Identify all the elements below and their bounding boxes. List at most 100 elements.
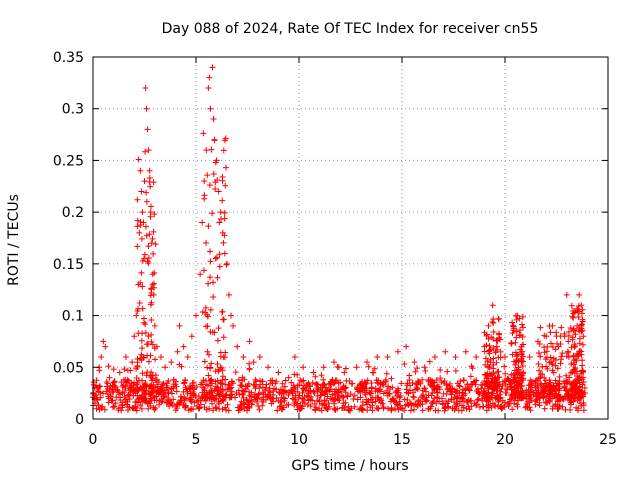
data-point — [223, 261, 230, 268]
data-point — [142, 329, 149, 336]
data-point — [206, 390, 213, 397]
x-tick-label: 0 — [89, 432, 98, 448]
data-point — [536, 399, 543, 406]
data-point — [114, 387, 121, 394]
data-point — [119, 390, 126, 397]
data-point — [248, 389, 255, 396]
data-point — [143, 232, 150, 239]
data-point — [572, 364, 579, 371]
data-point — [203, 147, 210, 154]
data-point — [207, 258, 214, 265]
plot-frame — [92, 56, 609, 420]
data-point — [176, 322, 183, 329]
data-point — [320, 376, 327, 383]
data-point — [168, 399, 175, 406]
data-point — [451, 398, 458, 405]
data-point — [150, 228, 157, 235]
data-point — [549, 405, 556, 412]
data-point — [150, 291, 157, 298]
data-point — [186, 385, 193, 392]
data-point — [234, 343, 241, 350]
data-point — [110, 388, 117, 395]
data-point — [224, 401, 231, 408]
data-point — [313, 382, 320, 389]
data-point — [100, 390, 107, 397]
data-point — [559, 350, 566, 357]
data-point — [514, 351, 521, 358]
data-point — [567, 369, 574, 376]
data-point — [188, 333, 195, 340]
data-point — [129, 359, 136, 366]
data-point — [205, 372, 212, 379]
data-point — [145, 260, 152, 267]
data-point — [448, 391, 455, 398]
data-point — [165, 396, 172, 403]
data-point — [465, 397, 472, 404]
data-point — [444, 400, 451, 407]
data-point — [197, 271, 204, 278]
data-point — [140, 219, 147, 226]
data-point — [339, 404, 346, 411]
data-point — [332, 390, 339, 397]
data-point — [186, 395, 193, 402]
data-point — [487, 359, 494, 366]
data-point — [575, 314, 582, 321]
data-point — [324, 393, 331, 400]
data-point — [293, 400, 300, 407]
data-point — [497, 394, 504, 401]
data-point — [493, 392, 500, 399]
data-point — [124, 367, 131, 374]
data-point — [326, 386, 333, 393]
data-point — [111, 379, 118, 386]
data-point — [375, 394, 382, 401]
data-point — [222, 349, 229, 356]
data-point — [208, 360, 215, 367]
data-point — [100, 338, 107, 345]
data-point — [423, 388, 430, 395]
data-point — [228, 312, 235, 319]
data-point — [203, 239, 210, 246]
data-point — [311, 400, 318, 407]
data-point — [473, 353, 480, 360]
data-point — [572, 331, 579, 338]
data-point — [222, 135, 229, 142]
data-point — [544, 354, 551, 361]
data-point — [426, 358, 433, 365]
data-point — [527, 386, 534, 393]
data-point — [361, 389, 368, 396]
y-tick-label: 0.3 — [62, 102, 84, 118]
data-point — [541, 344, 548, 351]
data-point — [149, 281, 156, 288]
data-point — [364, 377, 371, 384]
data-point — [165, 378, 172, 385]
data-point — [494, 369, 501, 376]
data-point — [148, 389, 155, 396]
data-point — [143, 372, 150, 379]
data-point — [193, 312, 199, 319]
data-point — [191, 391, 198, 398]
data-point — [139, 209, 146, 216]
data-point — [139, 257, 146, 264]
data-point — [131, 405, 138, 412]
data-point — [428, 403, 435, 410]
data-point — [446, 387, 453, 394]
data-point — [394, 348, 401, 355]
data-point — [143, 341, 150, 348]
data-point — [182, 384, 189, 391]
data-point — [300, 377, 307, 384]
data-point — [571, 309, 578, 316]
data-point — [559, 403, 566, 410]
data-point — [535, 350, 542, 357]
data-point — [288, 379, 295, 386]
data-point — [334, 405, 341, 412]
grid — [93, 57, 608, 419]
data-point — [180, 343, 187, 350]
data-point — [168, 386, 175, 393]
data-point — [250, 359, 257, 366]
data-point — [396, 394, 403, 401]
data-point — [174, 348, 181, 355]
data-point — [516, 315, 523, 322]
data-point — [216, 391, 223, 398]
data-point — [230, 322, 237, 329]
